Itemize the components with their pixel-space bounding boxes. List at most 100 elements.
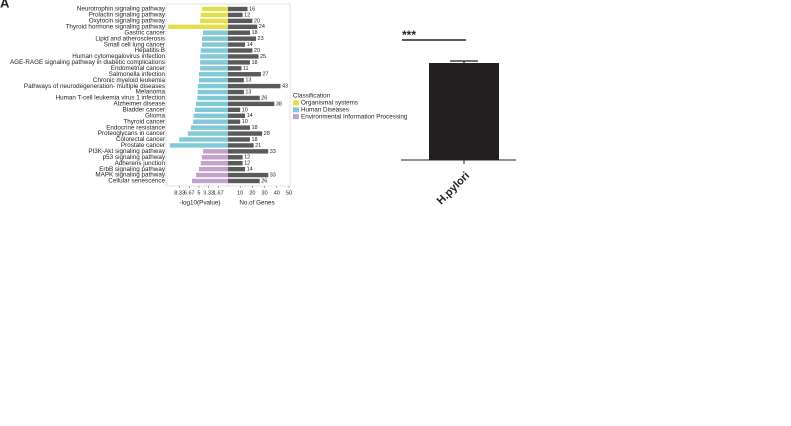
pvalue-bar (197, 83, 228, 89)
gene-count-label: 33 (270, 149, 276, 155)
category-label: Adherens junction (115, 160, 166, 167)
gene-count-label: 14 (247, 167, 253, 173)
gene-count-bar (228, 42, 246, 47)
category-label: p53 signaling pathway (103, 154, 166, 161)
category-label: Pathways of neurodegeneration- multiple … (24, 83, 165, 90)
legend-label: Environmental Information Processing (301, 113, 408, 120)
pvalue-bar (200, 54, 228, 59)
gene-count-bar (228, 101, 275, 107)
pvalue-bar (201, 42, 228, 47)
pvalue-bar (200, 60, 228, 65)
category-label: Endocrine resistance (106, 124, 165, 131)
pvalue-bar (200, 66, 228, 71)
category-label: Oxytocin signaling pathway (89, 18, 166, 25)
category-label: Lipid and atherosclerosis (95, 35, 165, 42)
category-label: Bladder cancer (123, 106, 165, 113)
gene-count-bar (228, 95, 260, 101)
pvalue-bar (187, 131, 228, 136)
gene-count-bar (228, 166, 246, 172)
category-label: Human T-cell leukemia virus 1 infection (56, 95, 166, 102)
x-tick-label: 1.67 (213, 190, 224, 196)
gene-count-label: 43 (282, 84, 288, 90)
gene-count-label: 18 (251, 60, 257, 66)
category-label: Endometrial cancer (111, 65, 165, 72)
x-tick-label: 10 (237, 190, 243, 196)
gene-count-label: 28 (264, 131, 270, 137)
category-label: Alzheimer disease (114, 101, 166, 108)
gene-count-label: 23 (258, 36, 264, 42)
pvalue-bar (200, 161, 228, 166)
category-label: Proteoglycans in cancer (98, 130, 165, 137)
x-tick-label: 5 (197, 190, 200, 196)
gene-count-label: 11 (243, 66, 249, 72)
gene-count-label: 26 (261, 178, 267, 184)
gene-count-label: 12 (244, 12, 250, 18)
category-label: Gastric cancer (124, 29, 165, 36)
gene-count-bar (228, 18, 253, 24)
gene-count-bar (228, 89, 244, 95)
gene-count-label: 38 (276, 101, 282, 107)
pvalue-bar (168, 24, 228, 29)
x-tick-label: 20 (249, 190, 255, 196)
pvalue-bar (193, 113, 228, 118)
gene-count-bar (228, 6, 248, 12)
pvalue-bar (200, 18, 228, 24)
gene-count-bar (228, 172, 269, 178)
x-tick-label: 3.33 (203, 190, 214, 196)
category-label: Prolactin signaling pathway (89, 12, 166, 19)
legend-swatch (293, 114, 299, 120)
pvalue-bar (200, 12, 228, 18)
gene-count-label: 14 (247, 42, 253, 48)
significance-label: *** (402, 28, 416, 42)
gene-count-bar (228, 48, 253, 53)
gene-count-label: 10 (242, 107, 248, 113)
pvalue-bar (196, 101, 228, 107)
gene-count-bar (228, 30, 250, 35)
gene-count-bar (228, 161, 243, 166)
category-label: Colorectal cancer (116, 136, 165, 143)
legend-swatch (293, 107, 299, 113)
gene-count-bar (228, 143, 254, 148)
x-tick-label: 8.33 (174, 190, 185, 196)
legend-label: Human Diseases (301, 106, 349, 113)
pvalue-bar (198, 166, 228, 172)
gene-count-label: 20 (254, 48, 260, 54)
pvalue-bar (198, 77, 228, 83)
error-bar (450, 60, 478, 63)
category-label: Melanoma (136, 89, 166, 96)
pvalue-bar (203, 149, 228, 154)
bar (429, 63, 499, 160)
gene-count-bar (228, 54, 259, 59)
x-tick-label: 40 (274, 190, 280, 196)
pvalue-bar (201, 6, 228, 12)
gene-count-label: 13 (245, 89, 251, 95)
gene-count-bar (228, 36, 257, 41)
pvalue-bar (197, 89, 228, 95)
gene-count-bar (228, 178, 260, 184)
legend-label: Organismal systems (301, 100, 358, 107)
pvalue-bar (200, 48, 228, 53)
x-tick-label: 50 (286, 190, 292, 196)
category-label: Prostate cancer (121, 142, 165, 149)
gene-count-label: 24 (259, 24, 265, 30)
gene-count-bar (228, 113, 246, 118)
gene-count-bar (228, 12, 243, 18)
gene-count-bar (228, 107, 241, 113)
category-label: PI3K-Akt signaling pathway (88, 148, 166, 155)
gene-count-label: 12 (244, 161, 250, 167)
pvalue-bar (194, 107, 228, 113)
category-label: Cellular senescence (108, 178, 165, 185)
pvalue-bar (198, 72, 228, 77)
category-label: ErbB signaling pathway (99, 166, 166, 173)
category-label: Human cytomegalovirus infection (72, 53, 165, 60)
pvalue-bar (193, 119, 228, 124)
category-label: Hepatitis B (135, 47, 165, 54)
gene-count-label: 33 (270, 173, 276, 179)
gene-count-label: 18 (251, 30, 257, 36)
category-label: Thyroid hormone signaling pathway (66, 23, 166, 30)
gene-count-label: 25 (260, 54, 266, 60)
gene-count-bar (228, 155, 243, 160)
category-label: MAPK signaling pathway (95, 172, 166, 179)
gene-count-bar (228, 83, 281, 89)
category-label: Salmonella infection (109, 71, 166, 78)
